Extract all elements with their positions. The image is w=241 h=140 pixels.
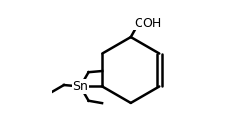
Text: OH: OH [142, 17, 162, 30]
Text: Sn: Sn [72, 80, 88, 93]
Text: O: O [134, 17, 144, 30]
